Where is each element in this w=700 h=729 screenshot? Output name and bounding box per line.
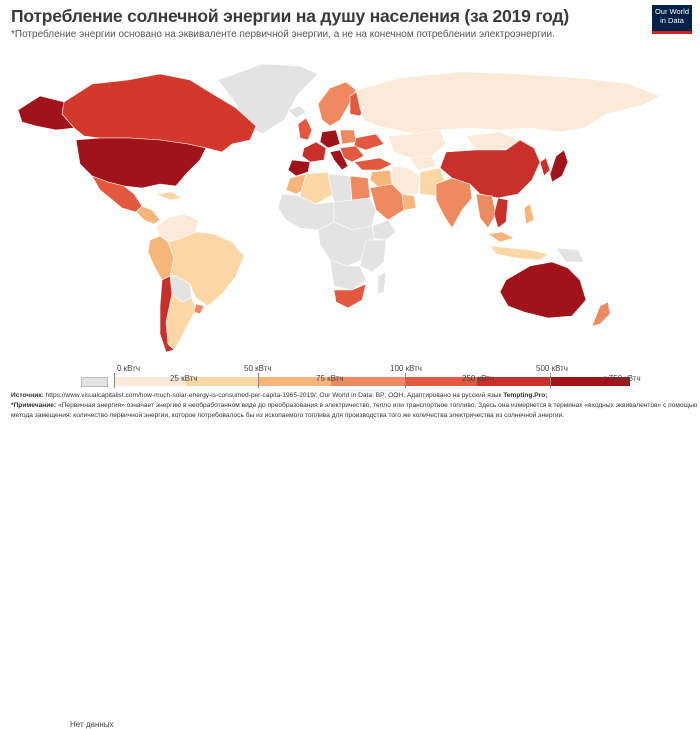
country-new-zealand[interactable] — [591, 301, 611, 327]
legend-seg-2[interactable] — [186, 377, 258, 386]
country-south-africa[interactable] — [333, 283, 367, 309]
owid-logo[interactable]: Our World in Data — [652, 5, 692, 34]
legend-label-50: 50 кВтч — [244, 364, 272, 373]
legend-label-750: >750 кВтч — [604, 374, 641, 383]
country-norway-sweden[interactable] — [317, 81, 357, 127]
country-west-africa[interactable] — [277, 193, 335, 231]
country-india[interactable] — [435, 177, 473, 229]
country-ethiopia[interactable] — [371, 219, 397, 241]
country-egypt[interactable] — [349, 175, 371, 201]
country-china[interactable] — [439, 139, 541, 199]
country-philippines[interactable] — [523, 203, 535, 225]
footer: Источник: https://www.visualcapitalist.c… — [11, 391, 698, 421]
map-subtitle: *Потребление энергии основано на эквивал… — [11, 29, 555, 40]
country-italy[interactable] — [329, 149, 349, 171]
source-text: https://www.visualcapitalist.com/how-muc… — [43, 392, 504, 399]
country-iceland[interactable] — [287, 105, 307, 119]
map-title: Потребление солнечной энергии на душу на… — [11, 6, 569, 26]
logo-line-1: Our World — [654, 7, 690, 16]
legend-seg-3[interactable] — [258, 377, 331, 386]
country-poland[interactable] — [339, 129, 357, 145]
logo-line-2: in Data — [660, 16, 684, 25]
country-russia[interactable] — [355, 71, 661, 135]
legend-seg-6[interactable] — [477, 377, 550, 386]
note-text: «Первичная энергия» означает энергию в н… — [56, 402, 698, 409]
country-east-africa[interactable] — [359, 239, 387, 273]
country-central-america[interactable] — [135, 205, 161, 225]
country-germany[interactable] — [319, 129, 341, 149]
note-label: *Примечание: — [11, 402, 57, 409]
note-line-2: метода замещения: количество первичной э… — [11, 412, 565, 419]
country-australia[interactable] — [499, 261, 587, 319]
legend-seg-5[interactable] — [405, 377, 477, 386]
legend-label-75: 75 кВтч — [316, 374, 344, 383]
country-spain[interactable] — [287, 159, 311, 177]
country-uzbek[interactable] — [409, 155, 437, 171]
note-line: *Примечание: «Первичная энергия» означае… — [11, 401, 698, 411]
source-brand[interactable]: Tempting.Pro; — [503, 392, 548, 399]
legend-seg-1[interactable] — [114, 377, 186, 386]
country-korea[interactable] — [539, 157, 551, 177]
legend-tick — [405, 373, 406, 388]
country-uae-oman[interactable] — [401, 193, 417, 211]
country-indonesia[interactable] — [489, 245, 549, 261]
country-papua[interactable] — [555, 247, 585, 263]
country-canada[interactable] — [61, 73, 257, 153]
legend-label-0: 0 кВтч — [117, 364, 141, 373]
legend-label-500: 500 кВтч — [536, 364, 568, 373]
country-angola-zambia[interactable] — [329, 259, 367, 291]
legend-no-data-label: Нет данных — [70, 720, 114, 729]
country-cuba[interactable] — [154, 191, 183, 201]
country-uk[interactable] — [297, 117, 313, 141]
country-madagascar[interactable] — [377, 271, 387, 295]
country-japan[interactable] — [549, 149, 569, 183]
legend-seg-4[interactable] — [331, 377, 405, 386]
country-balkans[interactable] — [339, 145, 365, 163]
legend-label-25: 25 кВтч — [170, 374, 198, 383]
legend-tick — [550, 373, 551, 388]
source-label: Источник: — [11, 392, 44, 399]
countries-layer — [17, 63, 661, 353]
country-france[interactable] — [301, 141, 327, 163]
country-myanmar-thai[interactable] — [475, 193, 497, 229]
country-algeria[interactable] — [299, 171, 335, 205]
country-uruguay[interactable] — [193, 303, 205, 315]
world-map — [17, 63, 661, 353]
country-malaysia[interactable] — [487, 231, 515, 243]
legend-label-250: 250 кВтч — [462, 374, 494, 383]
legend: Нет данных — [0, 355, 700, 729]
country-ukraine[interactable] — [353, 133, 385, 151]
legend-tick — [114, 373, 115, 388]
country-chile[interactable] — [159, 275, 175, 353]
legend-tick — [258, 373, 259, 388]
legend-seg-7[interactable] — [550, 377, 630, 386]
country-turkey[interactable] — [353, 157, 393, 171]
country-usa-alaska[interactable] — [17, 95, 75, 131]
legend-label-100: 100 кВтч — [390, 364, 422, 373]
legend-no-data-swatch[interactable] — [81, 377, 108, 387]
source-line: Источник: https://www.visualcapitalist.c… — [11, 391, 696, 401]
country-libya[interactable] — [327, 173, 353, 203]
country-vietnam[interactable] — [493, 197, 509, 229]
country-brazil[interactable] — [167, 231, 245, 307]
country-kazakhstan[interactable] — [387, 129, 447, 159]
